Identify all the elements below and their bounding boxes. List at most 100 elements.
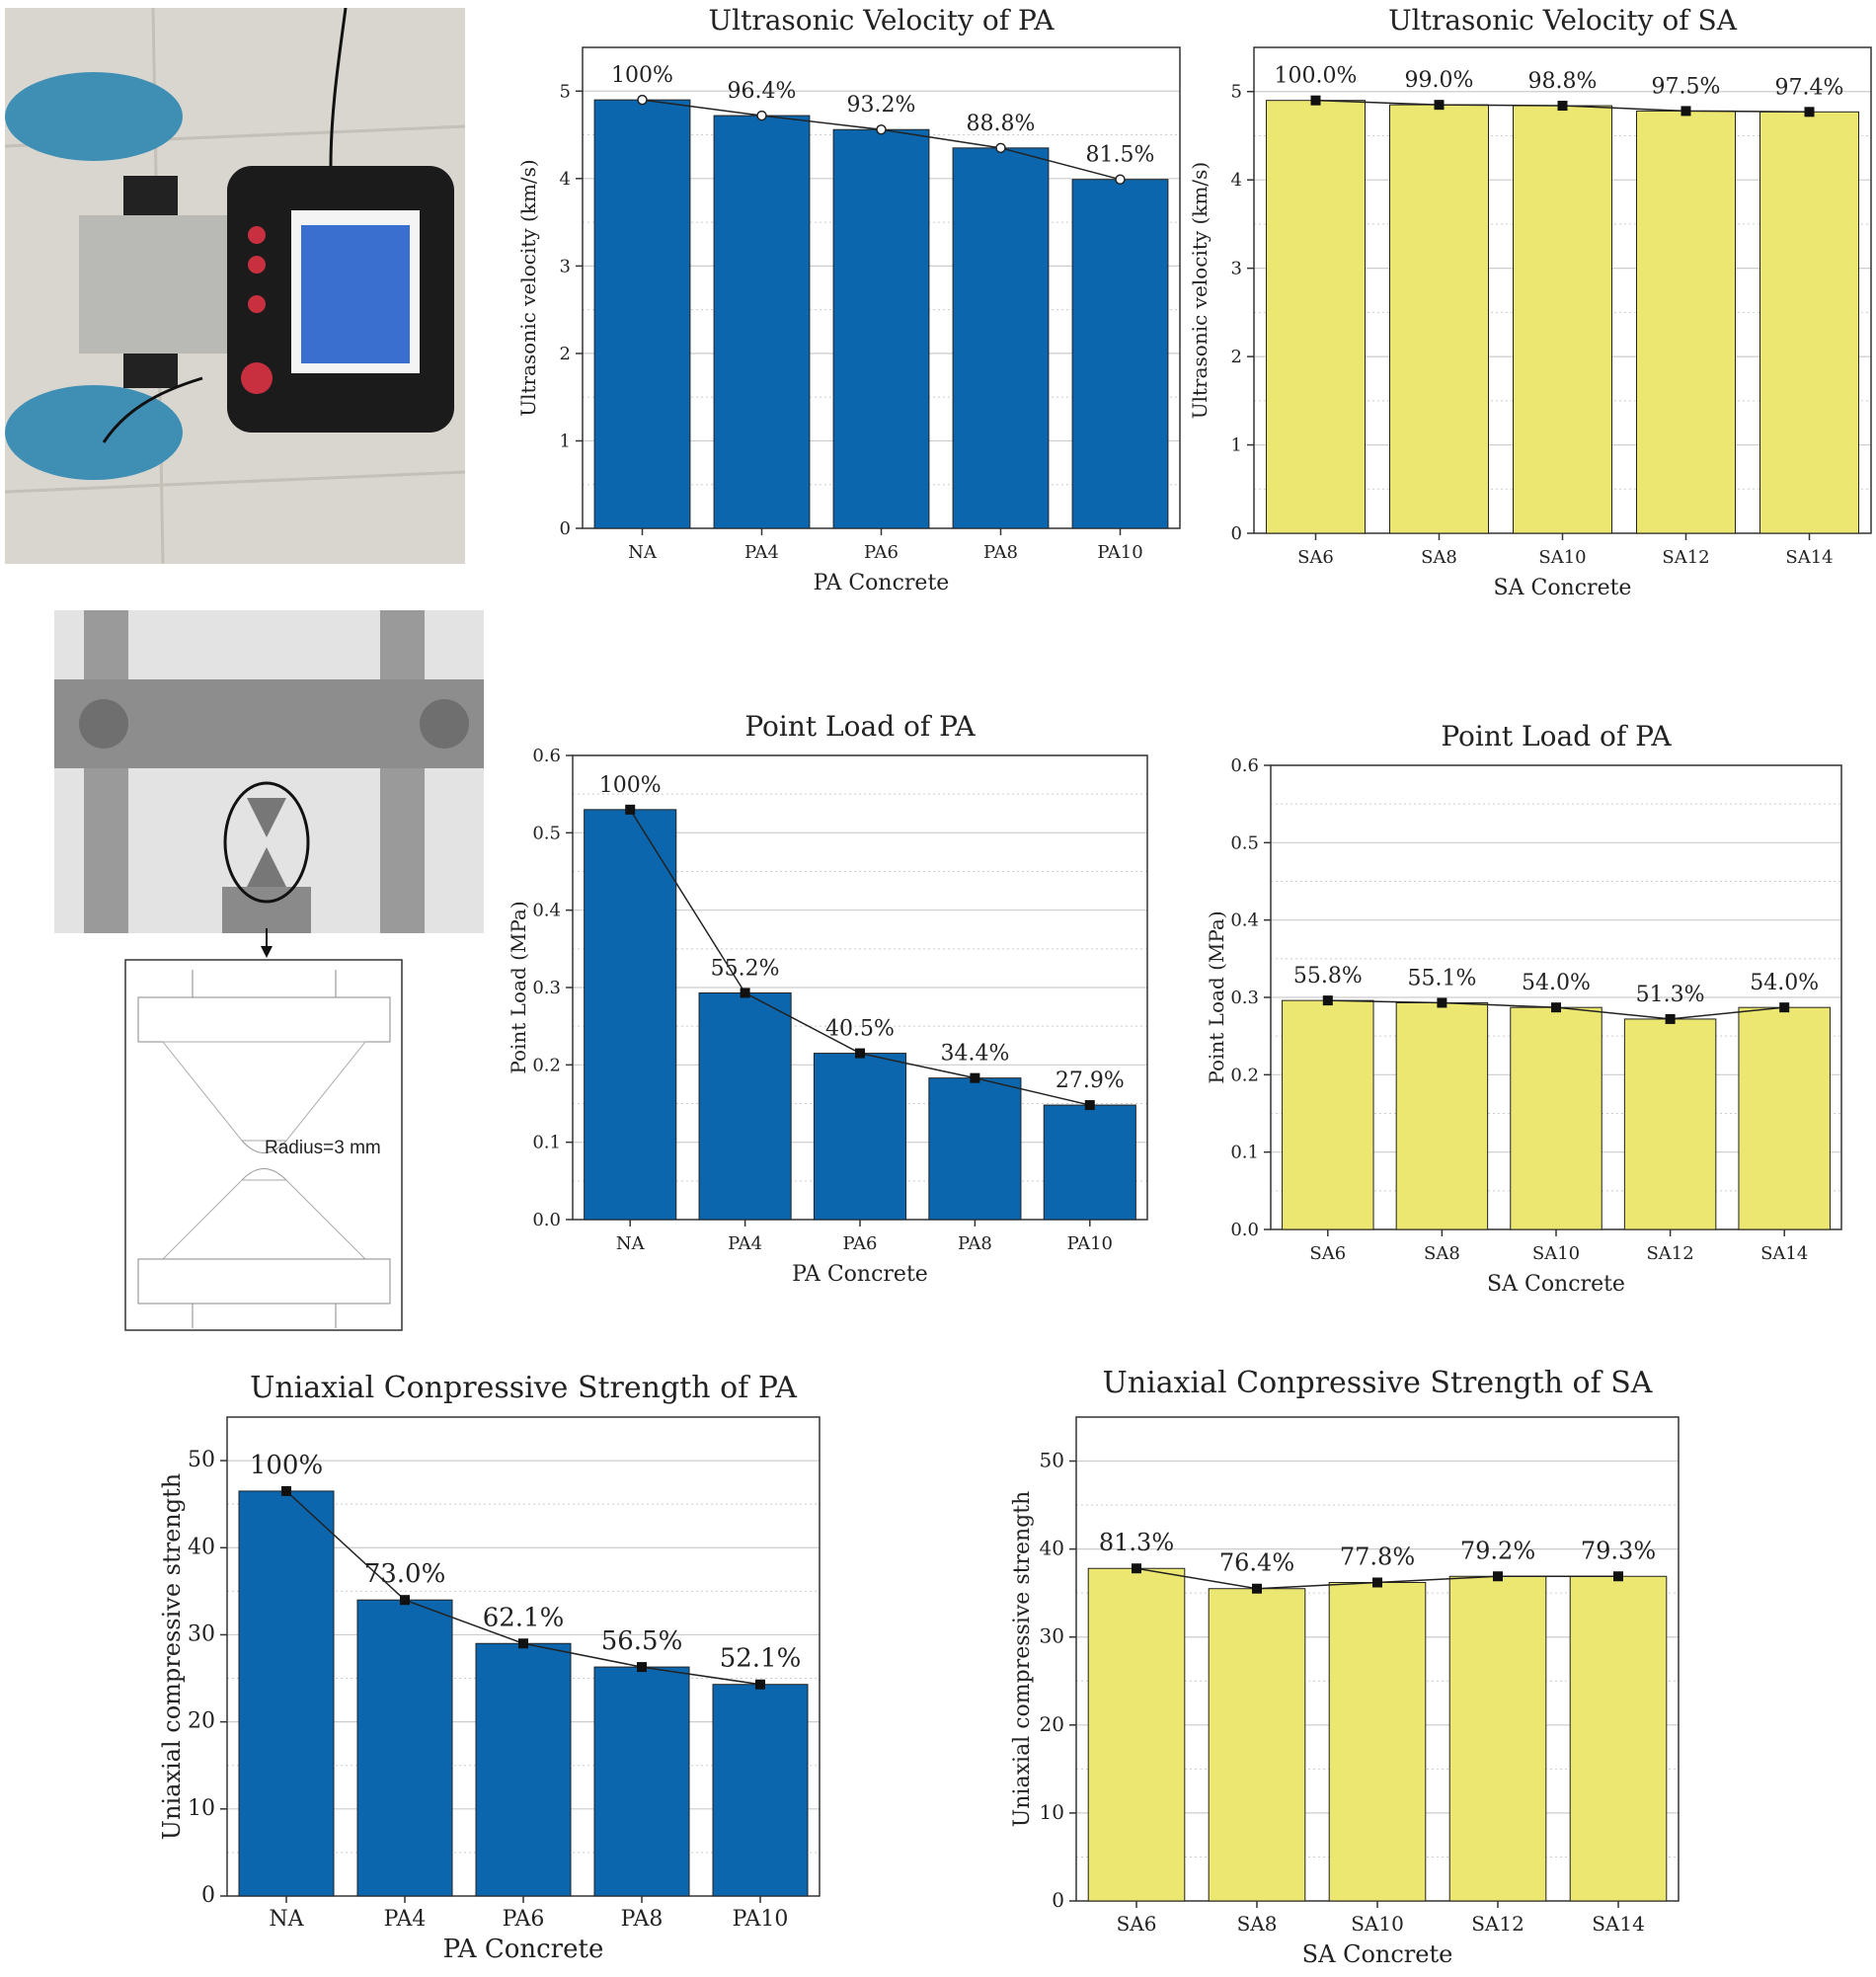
bar <box>1071 179 1169 529</box>
x-tick-label: SA6 <box>1117 1912 1157 1936</box>
data-label: 97.4% <box>1775 75 1844 100</box>
bar <box>832 128 930 529</box>
data-point <box>1372 1577 1382 1588</box>
x-tick-label: SA12 <box>1471 1912 1524 1936</box>
bar <box>1266 100 1366 534</box>
x-tick-label: SA10 <box>1532 1243 1580 1264</box>
y-tick-label: 0.6 <box>532 746 561 766</box>
y-tick-label: 0.6 <box>1230 755 1259 776</box>
data-label: 100% <box>250 1451 323 1480</box>
data-point <box>1132 1563 1141 1574</box>
y-axis-label: Ultrasonic velocity (km/s) <box>516 159 540 416</box>
chart-ultrasonic-pa: Ultrasonic Velocity of PA 0 1 2 3 4 5 Ultrasoni… <box>516 4 1181 595</box>
x-axis-label: SA Concrete <box>1302 1940 1453 1968</box>
y-tick-label: 0.0 <box>532 1210 561 1230</box>
y-tick-label: 50 <box>188 1448 215 1472</box>
data-label: 79.2% <box>1460 1537 1535 1564</box>
ultrasonic-tester-photo <box>5 8 465 564</box>
data-point <box>1551 1002 1561 1013</box>
y-tick-label: 0.3 <box>1230 988 1259 1008</box>
x-axis-label: SA Concrete <box>1494 576 1632 600</box>
y-axis-label: Point Load (MPa) <box>507 901 530 1073</box>
bar <box>356 1599 453 1897</box>
bar <box>1636 110 1736 534</box>
bar <box>593 1666 690 1897</box>
data-point <box>1665 1013 1676 1024</box>
y-tick-label: 40 <box>188 1535 215 1559</box>
radius-label: Radius=3 mm <box>265 1138 381 1158</box>
y-tick-label: 4 <box>560 169 571 190</box>
x-tick-label: PA10 <box>1097 542 1142 563</box>
data-point <box>995 142 1006 154</box>
x-tick-label: SA8 <box>1421 547 1457 568</box>
y-tick-label: 0.3 <box>532 978 561 998</box>
data-label: 51.3% <box>1636 983 1705 1007</box>
chart-pointload-sa: Point Load of PA 0.0 0.1 0.2 0.3 0.4 0.5 0.6 Poi… <box>1205 720 1842 1297</box>
bar <box>1513 105 1612 534</box>
y-tick-label: 3 <box>560 256 571 277</box>
chart-title: Point Load of PA <box>1441 720 1672 752</box>
data-point <box>625 804 636 815</box>
data-point <box>1434 100 1445 111</box>
data-point <box>1084 1100 1095 1111</box>
data-point <box>876 123 887 135</box>
y-tick-label: 0.4 <box>532 901 561 921</box>
data-point <box>400 1595 410 1606</box>
data-point <box>855 1048 865 1059</box>
bar <box>1759 111 1859 534</box>
y-axis-label: Point Load (MPa) <box>1205 910 1228 1083</box>
y-axis-label: Uniaxial compressive strength <box>158 1473 186 1840</box>
x-axis-label: SA Concrete <box>1487 1272 1625 1297</box>
x-tick-label: SA12 <box>1646 1243 1693 1264</box>
data-point <box>1322 995 1333 1006</box>
x-tick-label: PA6 <box>864 542 899 563</box>
bar <box>238 1490 335 1897</box>
data-point <box>755 1679 765 1690</box>
data-point <box>1779 1002 1790 1013</box>
x-tick-label: PA4 <box>728 1233 762 1254</box>
x-tick-label: PA8 <box>621 1907 664 1932</box>
data-label: 93.2% <box>847 93 916 118</box>
y-tick-label: 30 <box>188 1621 215 1646</box>
y-axis-label: Uniaxial compressive strength <box>1010 1491 1035 1827</box>
data-label: 88.8% <box>967 112 1036 136</box>
bar <box>1389 104 1489 534</box>
data-label: 100% <box>599 773 662 798</box>
x-tick-label: PA6 <box>503 1907 545 1932</box>
bar <box>952 147 1050 529</box>
x-tick-label: SA6 <box>1309 1243 1346 1264</box>
y-tick-label: 0.2 <box>532 1055 561 1075</box>
y-axis-label: Ultrasonic velocity (km/s) <box>1188 162 1212 419</box>
y-tick-label: 0.1 <box>1230 1143 1259 1163</box>
data-label: 81.5% <box>1086 143 1155 168</box>
data-label: 55.1% <box>1407 966 1476 990</box>
data-label: 100.0% <box>1275 64 1358 89</box>
bar <box>928 1077 1022 1221</box>
y-tick-label: 2 <box>560 344 571 364</box>
data-point <box>740 988 750 998</box>
x-tick-label: NA <box>628 542 658 563</box>
bar <box>584 809 677 1221</box>
chart-title: Ultrasonic Velocity of PA <box>709 4 1055 37</box>
x-tick-label: SA6 <box>1297 547 1334 568</box>
y-tick-label: 10 <box>1040 1800 1064 1824</box>
data-point <box>1493 1571 1503 1582</box>
data-point <box>1252 1583 1262 1594</box>
x-axis-label: PA Concrete <box>792 1262 928 1287</box>
bar <box>1282 999 1374 1230</box>
bar <box>713 115 811 529</box>
data-label: 55.2% <box>711 956 780 981</box>
data-label: 52.1% <box>720 1644 802 1674</box>
bar <box>1569 1575 1668 1902</box>
y-tick-label: 0.5 <box>1230 832 1259 853</box>
x-tick-label: SA8 <box>1237 1912 1278 1936</box>
bar <box>1623 1018 1717 1230</box>
bar <box>1510 1006 1602 1230</box>
y-tick-label: 1 <box>560 431 571 451</box>
chart-ultrasonic-sa: Ultrasonic Velocity of SA 0 1 2 3 4 5 Ultrasoni… <box>1188 4 1872 600</box>
data-label: 81.3% <box>1099 1529 1174 1556</box>
x-tick-label: SA14 <box>1592 1912 1645 1936</box>
data-label: 54.0% <box>1750 971 1819 995</box>
data-label: 77.8% <box>1340 1542 1415 1570</box>
bar <box>1448 1575 1547 1902</box>
